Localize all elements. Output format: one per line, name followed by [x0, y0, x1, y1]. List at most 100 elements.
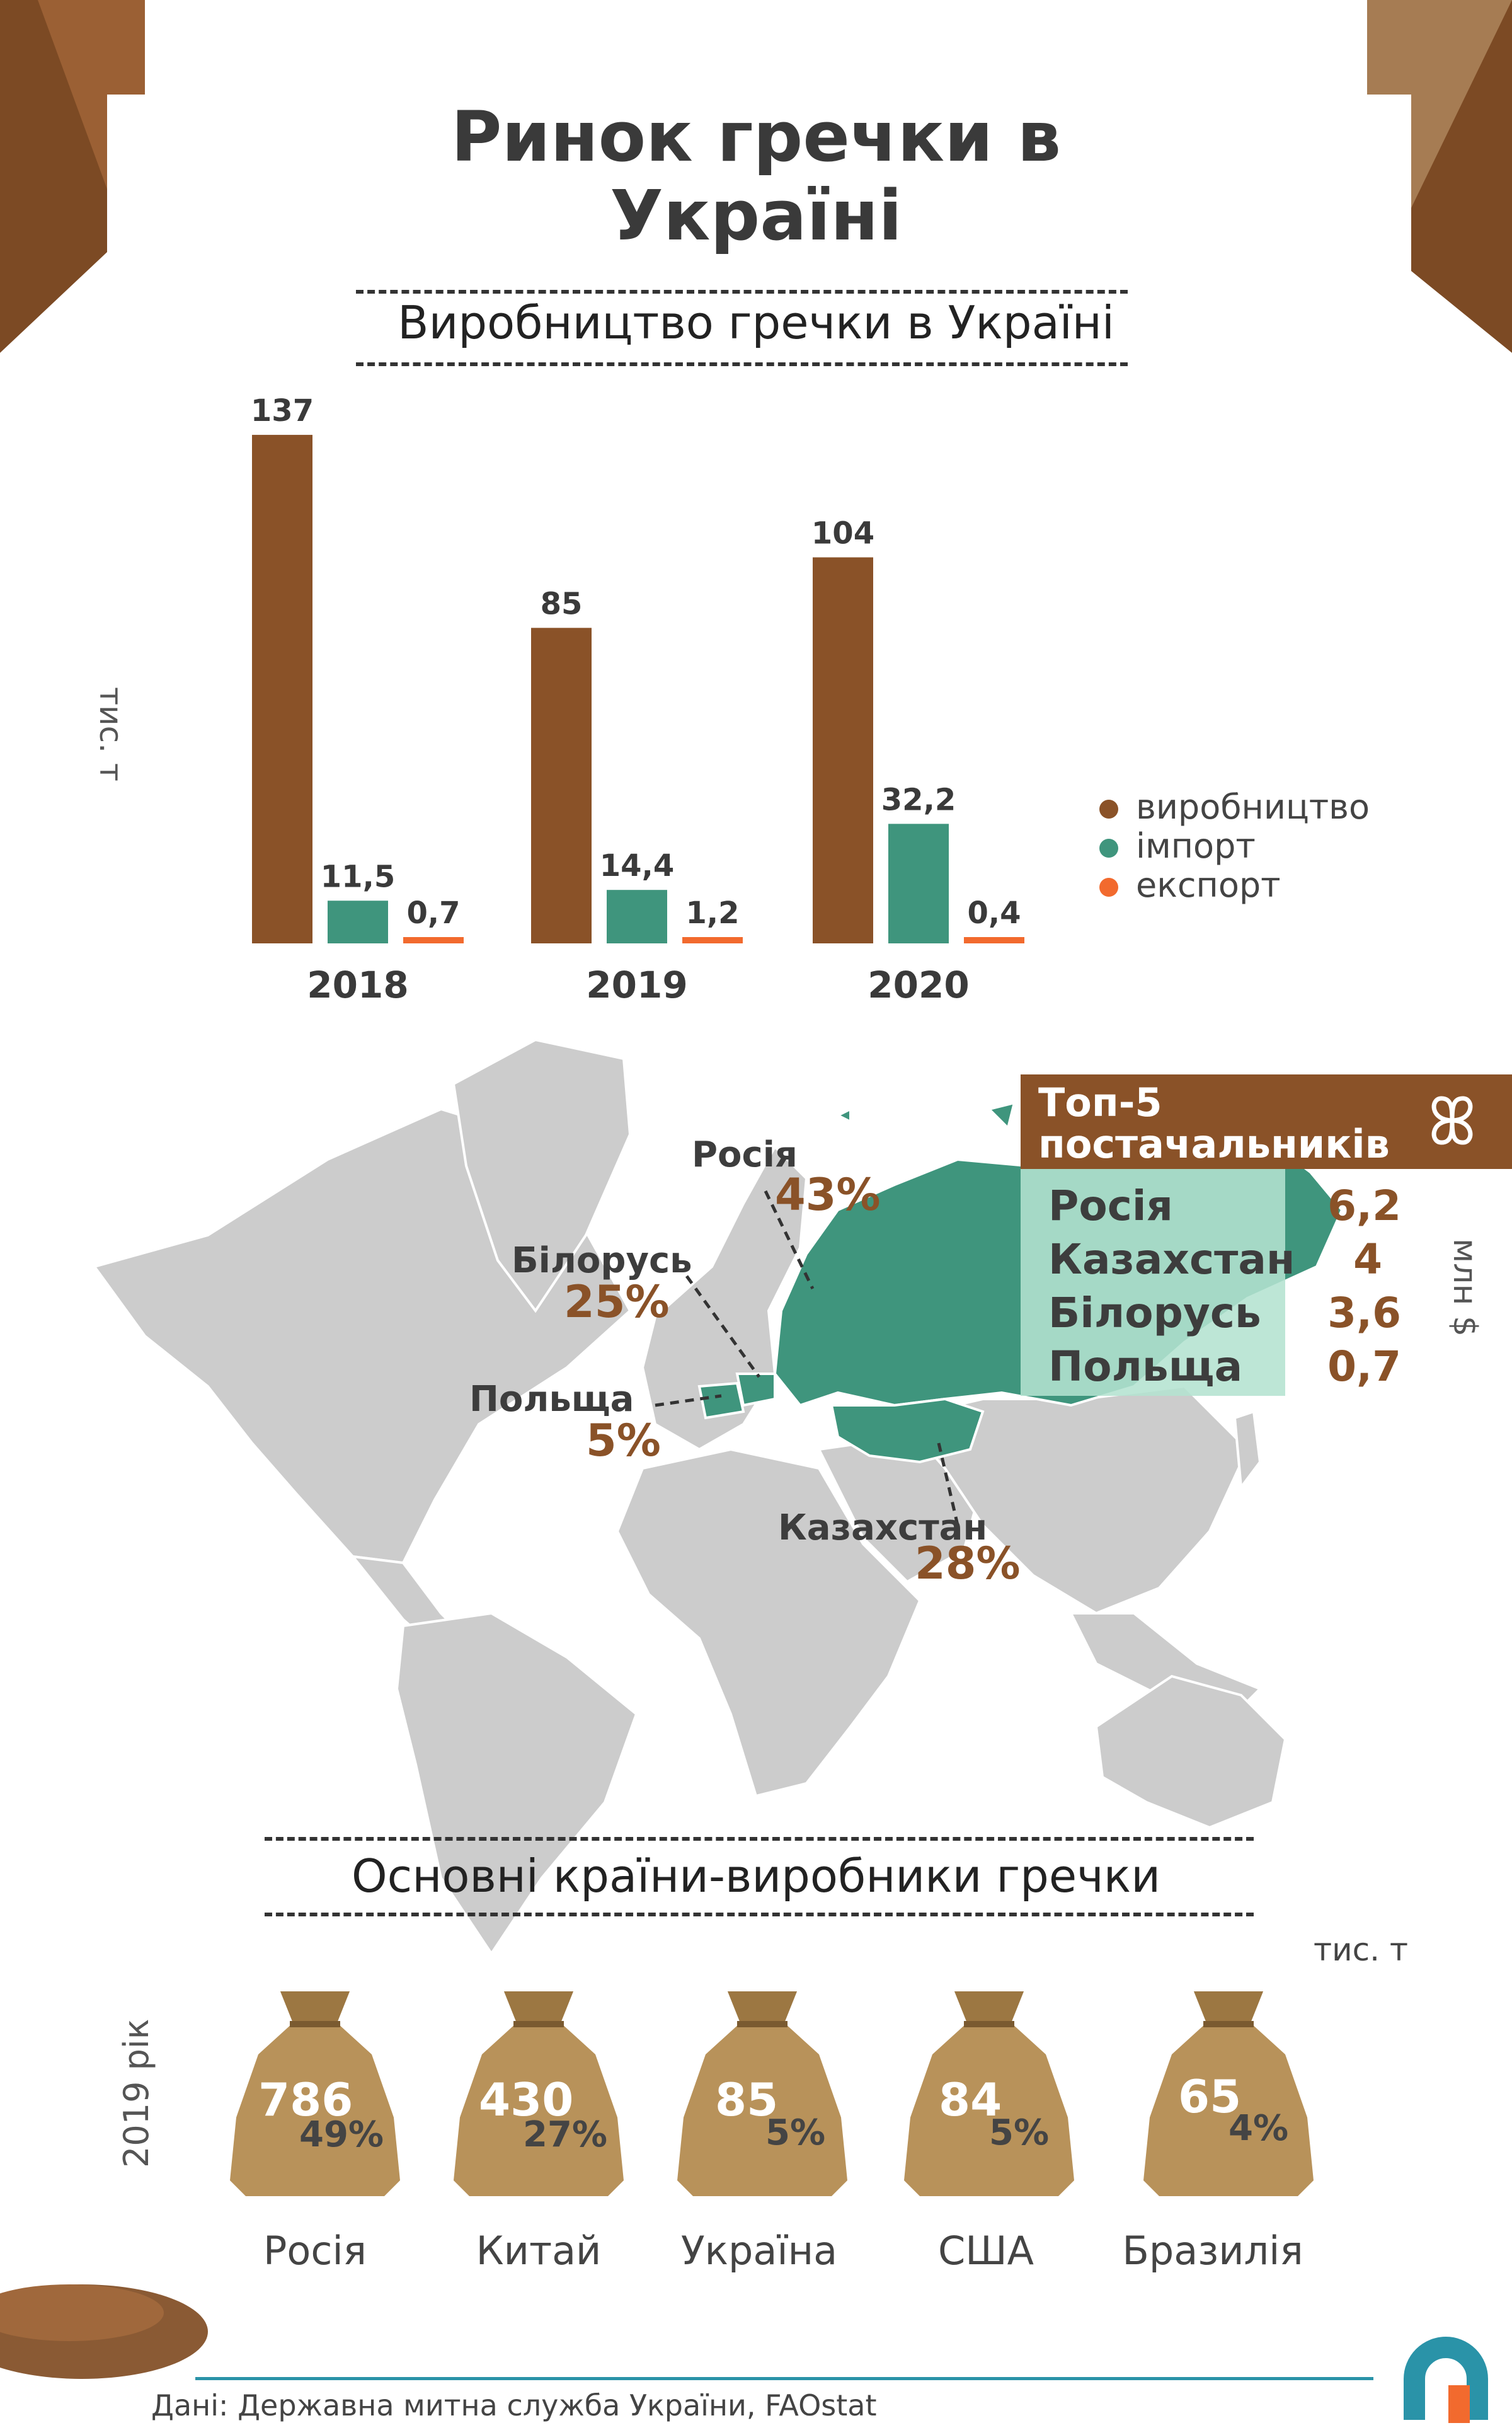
legend-label: експорт: [1136, 865, 1281, 905]
supplier-country: Польща: [1048, 1342, 1243, 1391]
top-suppliers-body: Росія 6,2 Казахстан 4 Білорусь 3,6 Польщ…: [1021, 1169, 1401, 1396]
supplier-country: Казахстан: [1048, 1235, 1295, 1284]
x-tick-label: 2020: [868, 964, 969, 1006]
bag-value: 786: [258, 2073, 353, 2126]
bag-pct: 27%: [523, 2114, 608, 2155]
map-kazakhstan-highlight: [830, 1397, 985, 1464]
grain-sack-icon: [677, 1991, 847, 2196]
page-title-line1: Ринок гречки в: [450, 96, 1062, 177]
publisher-logo-icon: [1404, 2337, 1488, 2423]
divider-top: [356, 290, 1128, 294]
map-australia: [1094, 1674, 1287, 1829]
production-section-title: Виробництво гречки в Україні: [398, 296, 1114, 349]
bar-імпорт-2020: [888, 824, 949, 943]
leader-belarus: [685, 1275, 761, 1378]
supplier-value: 3,6: [1327, 1289, 1401, 1337]
map-belarus-highlight: [735, 1373, 776, 1407]
supplier-row: Казахстан 4: [1048, 1235, 1401, 1284]
bar-value-label: 0,7: [406, 895, 460, 931]
bar-value-label: 14,4: [600, 848, 674, 884]
divider-bottom: [356, 362, 1128, 366]
supplier-row: Польща 0,7: [1048, 1342, 1401, 1391]
bar-value-label: 1,2: [685, 895, 739, 931]
top-suppliers-panel: Топ-5 постачальників Росія 6,2 Казахстан…: [1021, 1074, 1512, 1396]
top-suppliers-title-line2: постачальників: [1038, 1121, 1390, 1167]
bar-value-label: 104: [811, 515, 874, 551]
producer-name-usa: США: [937, 2228, 1034, 2274]
supplier-value: 6,2: [1327, 1182, 1401, 1230]
map-label-belarus: Білорусь: [512, 1240, 692, 1281]
footer-line: [195, 2377, 1373, 2380]
supplier-value: 4: [1353, 1235, 1382, 1284]
bar-імпорт-2018: [328, 901, 388, 943]
cloverleaf-icon: [1431, 1096, 1473, 1145]
bag-pct: 5%: [989, 2112, 1050, 2153]
bar-value-label: 85: [541, 586, 583, 621]
divider-top: [265, 1837, 1254, 1841]
bar-виробництво-2019: [531, 628, 592, 943]
producer-name-china: Китай: [476, 2228, 602, 2274]
chart-legend: виробництво імпорт експорт: [1099, 788, 1370, 905]
leader-poland: [655, 1394, 722, 1407]
supplier-row: Росія 6,2: [1048, 1182, 1401, 1230]
bag-pct: 49%: [299, 2114, 384, 2155]
divider-bottom: [265, 1913, 1254, 1916]
map-label-poland: Польща: [469, 1379, 634, 1420]
legend-dot: [1099, 878, 1118, 897]
map-japan: [1233, 1410, 1262, 1491]
grain-sack-icon: [454, 1991, 624, 2196]
suppliers-unit: млн $: [1446, 1238, 1484, 1337]
top-suppliers-title-line1: Топ-5: [1038, 1079, 1162, 1125]
map-poland-highlight: [697, 1381, 745, 1420]
bar-експорт-2020: [964, 937, 1024, 943]
legend-item-production: виробництво: [1099, 788, 1370, 827]
legend-dot: [1099, 800, 1118, 819]
producers-section-title: Основні країни-виробники гречки: [351, 1850, 1160, 1903]
bar-експорт-2019: [682, 937, 743, 943]
map-label-russia: Росія: [692, 1134, 798, 1175]
x-tick-label: 2018: [307, 964, 408, 1006]
bag-value: 85: [715, 2073, 779, 2126]
bag-pct: 5%: [765, 2112, 826, 2153]
legend-item-import: імпорт: [1099, 827, 1370, 866]
bag-value: 430: [479, 2073, 574, 2126]
map-africa: [616, 1448, 922, 1798]
bag-pct: 4%: [1228, 2108, 1289, 2149]
producer-name-ukraine: Україна: [680, 2228, 838, 2274]
bar-експорт-2018: [403, 937, 464, 943]
supplier-country: Білорусь: [1048, 1289, 1261, 1337]
source-note: Дані: Державна митна служба України, FAO…: [151, 2388, 877, 2422]
legend-label: виробництво: [1136, 787, 1370, 827]
map-greenland: [452, 1038, 632, 1313]
producers-unit: тис. т: [1314, 1931, 1409, 1968]
legend-dot: [1099, 839, 1118, 858]
top-suppliers-header: Топ-5 постачальників: [1021, 1074, 1512, 1169]
producer-name-russia: Росія: [263, 2228, 367, 2274]
bar-value-label: 11,5: [321, 859, 395, 894]
supplier-value: 0,7: [1327, 1342, 1401, 1391]
page-title-line2: Україні: [610, 175, 902, 256]
legend-label: імпорт: [1136, 826, 1256, 866]
grain-sack-icon: [1143, 1991, 1314, 2196]
producer-name-brazil: Бразилія: [1122, 2228, 1303, 2274]
bar-value-label: 0,4: [967, 895, 1021, 931]
map-pct-belarus: 25%: [564, 1276, 670, 1328]
supplier-country: Росія: [1048, 1182, 1173, 1230]
legend-item-export: експорт: [1099, 866, 1370, 905]
map-south-america: [395, 1611, 638, 1956]
bag-value: 65: [1178, 2070, 1242, 2123]
map-label-kazakhstan: Казахстан: [778, 1507, 988, 1548]
map-pct-russia: 43%: [775, 1169, 881, 1221]
map-arctic-islands: [835, 1101, 1016, 1131]
bar-виробництво-2018: [252, 435, 312, 943]
grain-sack-icon: [230, 1991, 400, 2196]
supplier-row: Білорусь 3,6: [1048, 1289, 1401, 1337]
bar-імпорт-2019: [607, 890, 667, 943]
bar-value-label: 32,2: [881, 782, 956, 817]
bar-виробництво-2020: [813, 557, 873, 943]
bag-value: 84: [939, 2073, 1002, 2126]
leader-russia: [764, 1190, 815, 1290]
bar-value-label: 137: [251, 393, 314, 429]
